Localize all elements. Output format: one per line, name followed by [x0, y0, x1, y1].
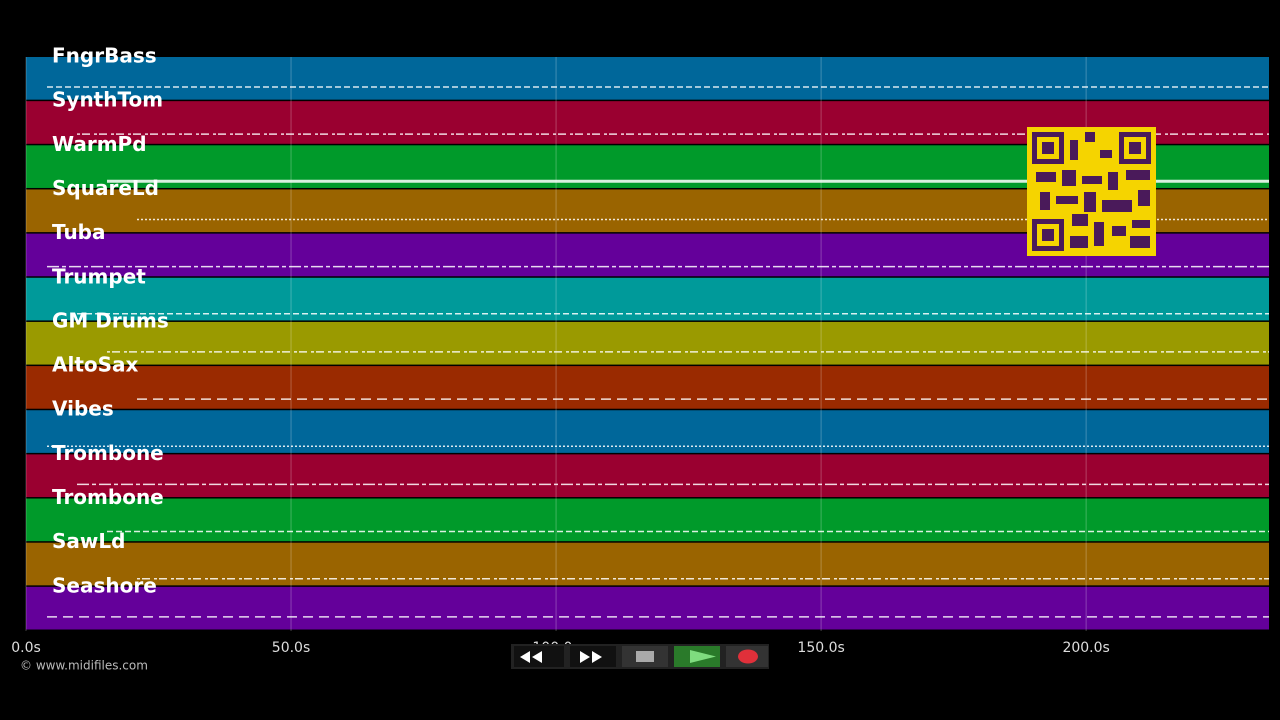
track-label: GM Drums: [52, 308, 169, 332]
stop-button[interactable]: [622, 646, 668, 667]
track-label: Trumpet: [52, 264, 146, 288]
track-label: AltoSax: [52, 353, 139, 377]
copyright: © www.midifiles.com: [20, 659, 148, 673]
track-label: SawLd: [52, 529, 125, 553]
track-label: SquareLd: [52, 176, 159, 200]
record-button[interactable]: [726, 646, 768, 667]
track-label: Seashore: [52, 573, 157, 597]
forward-button[interactable]: [570, 646, 616, 667]
transport-controls: [511, 644, 769, 669]
track-label: Tuba: [52, 220, 106, 244]
track-band: [26, 586, 1269, 630]
track-band: [26, 57, 1269, 100]
track-band: [26, 454, 1269, 498]
qr-code: [1027, 127, 1156, 256]
tracks: [26, 57, 1269, 630]
track-label: Trombone: [52, 485, 164, 509]
tick-label: 50.0s: [272, 640, 310, 656]
grid: [25, 57, 1087, 631]
track-band: [26, 366, 1269, 409]
rewind-button[interactable]: [514, 646, 564, 667]
tick-label: 0.0s: [11, 640, 41, 656]
play-button[interactable]: [674, 646, 720, 667]
track-band: [26, 321, 1269, 365]
track-labels: FngrBass SynthTom WarmPd SquareLd Tuba Trumpe…: [52, 44, 169, 598]
track-band: [26, 498, 1269, 542]
track-label: WarmPd: [52, 132, 147, 156]
tick-label: 150.0s: [797, 640, 844, 656]
track-label: SynthTom: [52, 88, 163, 112]
track-label: FngrBass: [52, 44, 157, 68]
tick-label: 200.0s: [1062, 640, 1109, 656]
track-label: Trombone: [52, 441, 164, 465]
track-label: Vibes: [52, 397, 114, 421]
